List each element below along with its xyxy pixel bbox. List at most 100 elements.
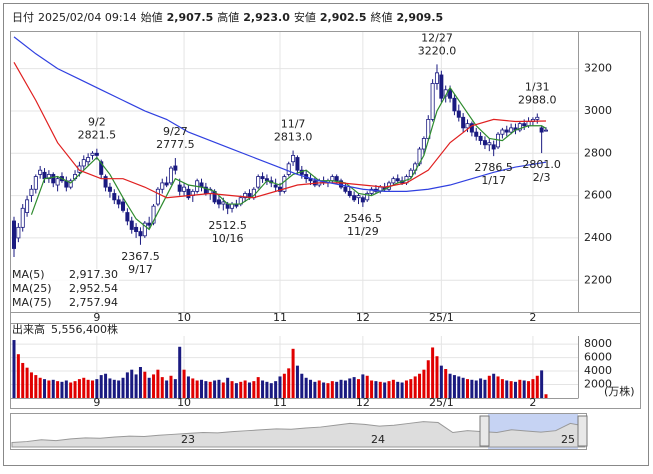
overview-label: 24 — [371, 433, 385, 446]
annotation-value: 3220.0 — [418, 44, 457, 57]
volume-bar — [404, 380, 408, 398]
legend-name: MA(75) — [12, 296, 52, 309]
y-tick-label: 2600 — [584, 189, 612, 202]
candle-body — [469, 123, 474, 133]
header-text: 始値 — [141, 10, 163, 24]
candle-body — [491, 144, 496, 150]
volume-bar — [383, 382, 387, 398]
candle-body — [544, 129, 549, 132]
volume-bar — [143, 371, 147, 398]
volume-bar — [391, 379, 395, 398]
volume-bar — [160, 377, 164, 398]
volume-bar — [431, 347, 435, 398]
candle-body — [448, 89, 453, 99]
volume-bar — [200, 379, 204, 398]
volume-bar — [448, 373, 452, 398]
candle-body — [535, 116, 540, 120]
candle-body — [182, 186, 187, 192]
volume-bar — [239, 381, 243, 398]
y-tick-label: 2800 — [584, 146, 612, 159]
candle-body — [434, 72, 439, 84]
volume-bar — [234, 383, 238, 398]
candle-body — [90, 152, 95, 156]
candle-body — [86, 157, 91, 163]
x-tick-label: 25/1 — [429, 311, 454, 324]
candle-body — [138, 231, 143, 237]
candle-body — [20, 207, 25, 228]
volume-bar — [348, 378, 352, 398]
annotation-value: 2786.5 — [474, 161, 513, 174]
candle-body — [121, 201, 126, 211]
legend-value: 2,757.94 — [69, 296, 118, 309]
volume-bar — [56, 381, 60, 398]
candle-body — [522, 123, 527, 127]
volume-unit: (万株) — [604, 384, 635, 398]
volume-bar — [265, 381, 269, 398]
volume-bar — [513, 381, 517, 398]
annotation-date: 11/29 — [347, 225, 379, 238]
candle-body — [295, 157, 300, 171]
legend-bg — [11, 269, 119, 282]
annotation-date: 9/2 — [88, 116, 106, 129]
annotation-value: 2988.0 — [518, 93, 557, 106]
candle-body — [395, 178, 400, 182]
candle-body — [186, 188, 191, 199]
candle-body — [225, 203, 230, 209]
annotation-value: 2367.5 — [121, 250, 160, 263]
volume-bar — [269, 383, 273, 398]
volume-bar — [509, 381, 513, 398]
volume-bar — [335, 381, 339, 398]
range-handle[interactable] — [479, 415, 490, 447]
volume-bar — [378, 381, 382, 398]
overview-label: 25 — [561, 433, 575, 446]
candle-body — [25, 199, 30, 213]
volume-bar — [86, 379, 90, 398]
volume-bar — [400, 382, 404, 398]
legend-value: 2,952.54 — [69, 282, 118, 295]
volume-bar — [479, 378, 483, 398]
volume-bar — [134, 374, 138, 398]
range-handle[interactable] — [577, 415, 588, 447]
candle-body — [134, 226, 139, 232]
volume-bar — [34, 375, 38, 398]
candle-body — [260, 176, 265, 180]
candle-body — [365, 193, 370, 201]
volume-bar — [518, 379, 522, 398]
candle-body — [465, 123, 470, 129]
volume-bar — [461, 377, 465, 398]
x-tick-label: 9 — [93, 311, 100, 324]
volume-bar — [540, 370, 544, 398]
volume-bar — [77, 379, 81, 398]
volume-bar — [243, 380, 247, 398]
candle-body — [452, 97, 457, 112]
candle-body — [151, 205, 156, 224]
candle-body — [160, 182, 165, 190]
volume-bar — [413, 376, 417, 398]
volume-bar — [121, 377, 125, 398]
volume-bar — [156, 369, 160, 398]
annotation-value: 2546.5 — [344, 212, 383, 225]
volume-bar — [531, 379, 535, 398]
y-tick-label: 8000 — [584, 337, 612, 350]
volume-bar — [130, 369, 134, 398]
legend-bg — [11, 297, 119, 310]
volume-bar — [422, 369, 426, 398]
header-text: 2,923.0 — [243, 11, 290, 24]
annotation-date: 10/16 — [212, 232, 244, 245]
volume-bar — [452, 375, 456, 398]
y-tick-label: 3000 — [584, 104, 612, 117]
candle-body — [155, 188, 160, 205]
volume-bar — [274, 381, 278, 398]
ma-line — [13, 61, 547, 199]
header-text: 2,902.5 — [320, 11, 367, 24]
candle-body — [99, 161, 104, 175]
candle-body — [164, 182, 169, 186]
volume-bar — [339, 379, 343, 398]
header-text: 2025/02/04 09:14 — [38, 11, 137, 24]
y-tick-label: 3200 — [584, 62, 612, 75]
volume-title: 出来高 — [12, 322, 45, 336]
x-tick-label: 11 — [273, 396, 287, 409]
volume-bar — [95, 379, 99, 398]
candle-body — [221, 201, 226, 205]
